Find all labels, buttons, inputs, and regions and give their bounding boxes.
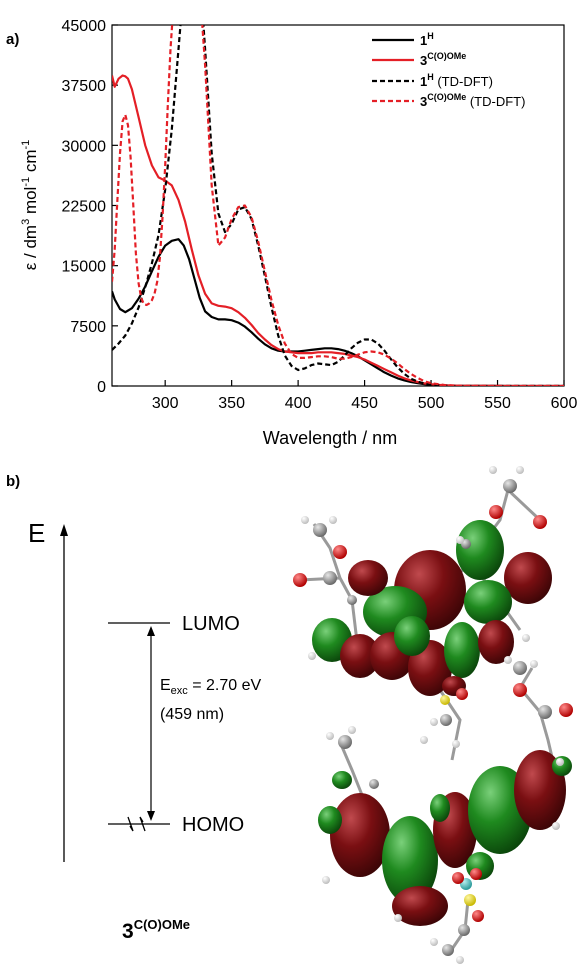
series-line-2 [112, 74, 564, 386]
y-axis-label: ε / dm3 mol-1 cm-1 [20, 140, 40, 271]
y-tick-label-45000: 45000 [62, 18, 107, 35]
legend-4-base: 3 [420, 94, 427, 109]
legend-label-3: 1H (TD-DFT) [420, 72, 493, 89]
exc-sub: exc [171, 685, 189, 697]
panel-a-label: a) [6, 31, 19, 48]
y-tick-label-22500: 22500 [62, 199, 107, 216]
y-axis-label-sup2: -1 [20, 177, 32, 187]
y-tick-label-15000: 15000 [62, 259, 107, 276]
x-axis-label: Wavelength / nm [263, 428, 397, 448]
legend-2-sup: C(O)OMe [427, 51, 466, 61]
exc-value: = 2.70 eV [188, 677, 262, 694]
series-layer [112, 25, 564, 386]
y-axis-ticks: 0 7500 15000 22500 30000 37500 45000 [62, 18, 118, 396]
y-axis-label-mid: mol [21, 187, 40, 219]
legend-3-sup: H [427, 72, 434, 82]
y-axis-label-main: ε / dm [21, 225, 40, 270]
y-tick-label-37500: 37500 [62, 78, 107, 95]
homo-lobes [318, 750, 572, 926]
energy-axis-label: E [28, 518, 45, 548]
x-tick-label-400: 400 [285, 395, 312, 412]
legend-1-base: 1 [420, 33, 427, 48]
legend-label-1: 1H [420, 31, 434, 48]
x-tick-label-350: 350 [218, 395, 245, 412]
x-tick-label-550: 550 [484, 395, 511, 412]
legend-label-4: 3C(O)OMe (TD-DFT) [420, 92, 525, 109]
compound-label: 3C(O)OMe [122, 917, 190, 943]
y-axis-label-end: cm [21, 149, 40, 176]
compound-base: 3 [122, 920, 134, 943]
lumo-atoms [293, 466, 547, 748]
x-tick-label-300: 300 [152, 395, 179, 412]
legend-4-suffix: (TD-DFT) [466, 94, 525, 109]
x-axis-ticks: 300 350 400 450 500 550 600 [152, 380, 578, 412]
panel-b-label: b) [6, 473, 20, 490]
x-tick-label-500: 500 [418, 395, 445, 412]
homo-label: HOMO [182, 814, 244, 836]
legend-1-sup: H [427, 31, 434, 41]
y-tick-label-7500: 7500 [70, 319, 106, 336]
series-line-3 [112, 25, 564, 386]
legend-entry-2: 3C(O)OMe [372, 51, 466, 68]
exc-e: E [160, 677, 171, 694]
legend-entry-4: 3C(O)OMe (TD-DFT) [372, 92, 525, 109]
energy-axis-arrowhead [60, 524, 68, 536]
legend-3-suffix: (TD-DFT) [434, 74, 493, 89]
y-tick-label-30000: 30000 [62, 138, 107, 155]
y-axis-label-sup1: 3 [20, 219, 32, 225]
legend-2-base: 3 [420, 53, 427, 68]
y-axis-label-sup3: -1 [20, 140, 32, 150]
legend-4-sup: C(O)OMe [427, 92, 466, 102]
x-tick-label-600: 600 [551, 395, 578, 412]
homo-orbital-image [318, 656, 573, 964]
legend: 1H 3C(O)OMe 1H (TD-DFT) 3C(O)OMe (TD-DFT… [372, 31, 525, 109]
electron-pair-icon [127, 816, 146, 832]
legend-entry-3: 1H (TD-DFT) [372, 72, 493, 89]
excitation-arrow-up-head [147, 626, 155, 636]
chart: 300 350 400 450 500 550 600 0 7500 15000 22500 300… [20, 18, 578, 448]
legend-3-base: 1 [420, 74, 427, 89]
legend-entry-1: 1H [372, 31, 434, 48]
series-line-4 [112, 25, 564, 386]
excitation-energy-label: Eexc = 2.70 eV [160, 677, 262, 697]
excitation-arrow-down-head [147, 811, 155, 821]
energy-diagram: E LUMO HOMO Eexc = 2.70 eV (459 nm) 3C(O… [28, 518, 262, 943]
legend-label-2: 3C(O)OMe [420, 51, 466, 68]
excitation-wavelength-label: (459 nm) [160, 706, 224, 723]
homo-atoms [322, 656, 573, 964]
y-tick-label-0: 0 [97, 379, 106, 396]
lumo-lobes [312, 520, 552, 696]
series-line-1 [112, 238, 564, 386]
x-tick-label-450: 450 [351, 395, 378, 412]
compound-sup: C(O)OMe [134, 917, 190, 932]
lumo-label: LUMO [182, 613, 240, 635]
lumo-orbital-image [293, 466, 552, 761]
